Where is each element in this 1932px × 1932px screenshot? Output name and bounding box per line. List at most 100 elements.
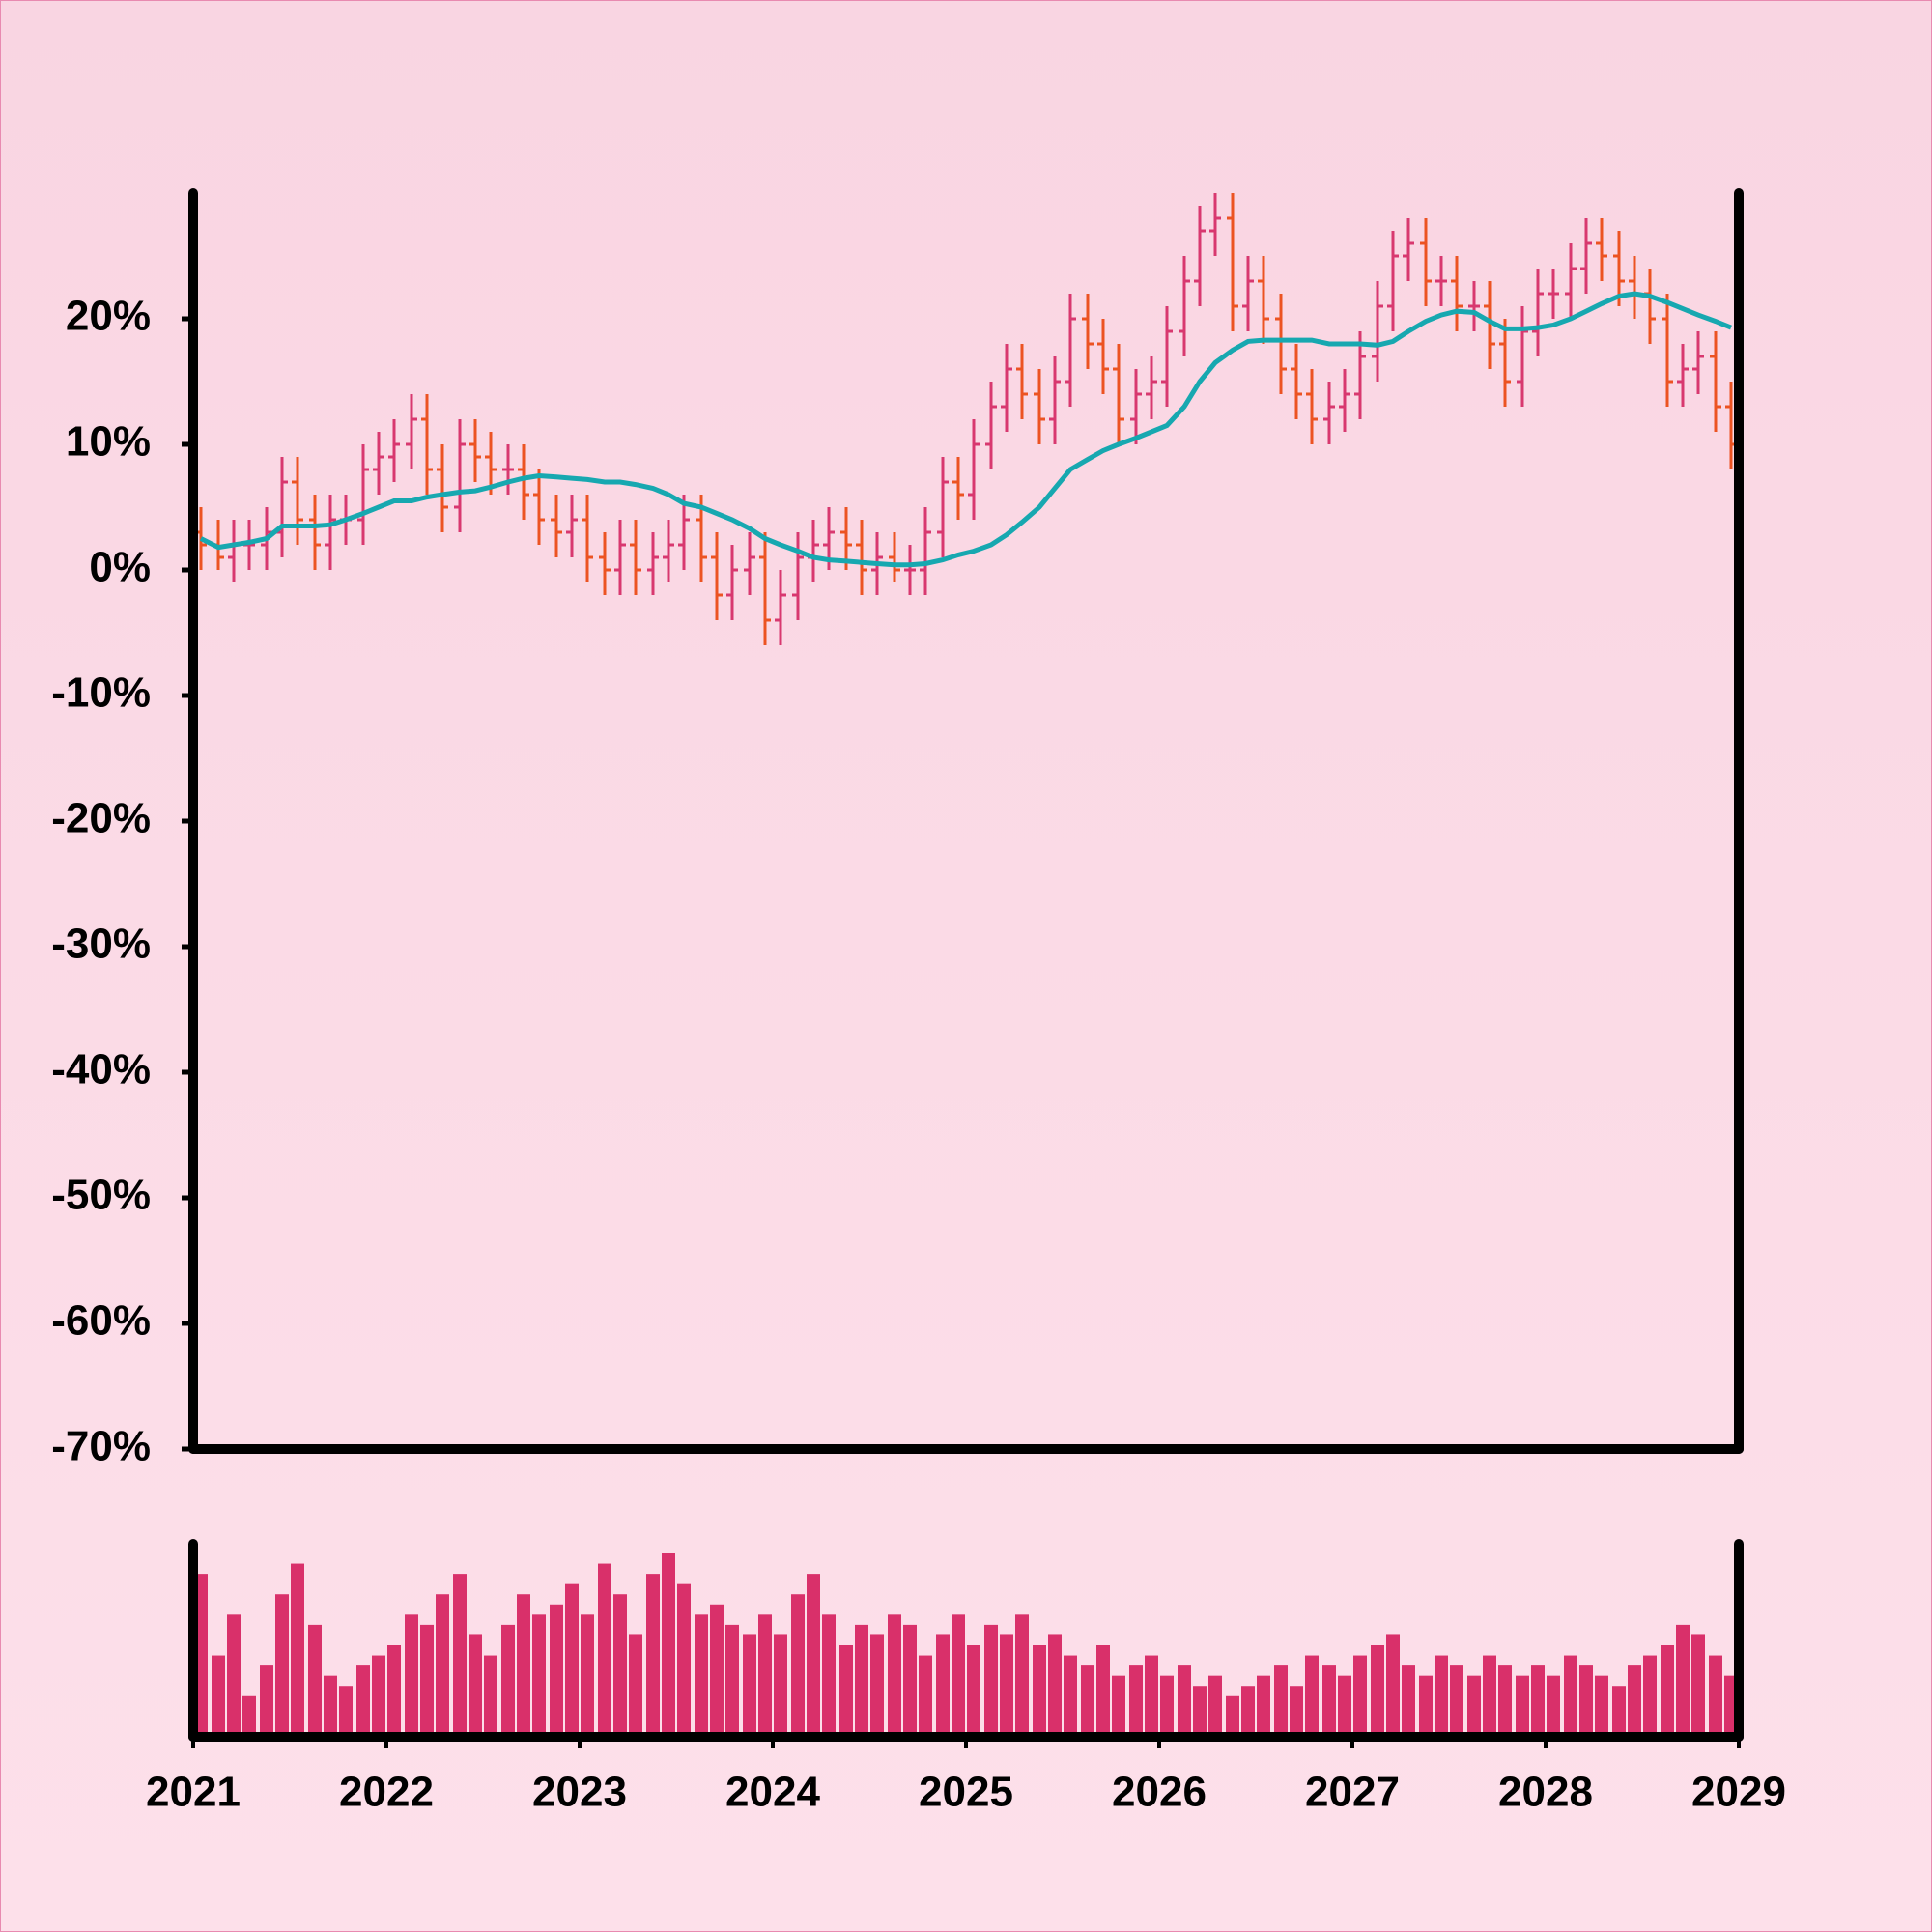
- volume-bar: [517, 1594, 530, 1737]
- volume-bar: [1353, 1655, 1367, 1737]
- volume-bar: [1241, 1686, 1255, 1737]
- volume-bar: [1226, 1695, 1239, 1737]
- volume-bar: [791, 1594, 805, 1737]
- volume-bar: [1274, 1665, 1288, 1737]
- volume-bar: [324, 1675, 337, 1737]
- volume-bar: [839, 1645, 853, 1737]
- volume-bar: [1676, 1624, 1690, 1737]
- volume-bar: [646, 1574, 660, 1737]
- volume-bar: [1290, 1686, 1303, 1737]
- volume-bar: [372, 1655, 385, 1737]
- volume-bar: [1064, 1655, 1077, 1737]
- volume-bar: [405, 1614, 418, 1737]
- y-tick-label: 10%: [66, 418, 151, 466]
- moving-average: [199, 291, 1732, 568]
- volume-bar: [1419, 1675, 1433, 1737]
- volume-bar: [1643, 1655, 1657, 1737]
- x-tick-label: 2028: [1498, 1769, 1593, 1816]
- volume-bar: [936, 1634, 950, 1737]
- volume-bar: [870, 1634, 884, 1737]
- y-tick-label: -40%: [51, 1046, 151, 1094]
- volume-bar: [339, 1686, 353, 1737]
- volume-bar: [758, 1614, 772, 1737]
- y-tick-label: -30%: [51, 921, 151, 968]
- y-tick-label: -20%: [51, 795, 151, 842]
- x-tick-label: 2023: [532, 1769, 627, 1816]
- volume-bar: [888, 1614, 901, 1737]
- x-tick-label: 2026: [1112, 1769, 1207, 1816]
- volume-bar: [598, 1563, 611, 1737]
- volume-bar: [807, 1574, 820, 1737]
- volume-bar: [1435, 1655, 1448, 1737]
- volume-bar: [1208, 1675, 1222, 1737]
- volume-bar: [1498, 1665, 1512, 1737]
- volume-bar: [1531, 1665, 1545, 1737]
- volume-bar: [822, 1614, 836, 1737]
- x-tick-label: 2025: [919, 1769, 1013, 1816]
- volume-bar: [1257, 1675, 1270, 1737]
- volume-bar: [1322, 1665, 1336, 1737]
- x-tick-label: 2021: [146, 1769, 241, 1816]
- volume-bar: [662, 1553, 675, 1737]
- y-tick-label: 20%: [66, 293, 151, 340]
- volume-bar: [1015, 1614, 1029, 1737]
- volume-bar: [275, 1594, 289, 1737]
- x-tick-label: 2024: [725, 1769, 820, 1816]
- volume-bar: [1467, 1675, 1481, 1737]
- volume-bar: [1033, 1645, 1046, 1737]
- volume-bar: [532, 1614, 546, 1737]
- volume-bar: [308, 1624, 322, 1737]
- volume-bar: [1661, 1645, 1674, 1737]
- volume-bar: [1691, 1634, 1705, 1737]
- volume-bar: [1193, 1686, 1207, 1737]
- volume-bar: [1386, 1634, 1400, 1737]
- y-tick-label: -60%: [51, 1297, 151, 1345]
- volume-bar: [1096, 1645, 1110, 1737]
- volume-bar: [1048, 1634, 1062, 1737]
- volume-bar: [581, 1614, 594, 1737]
- volume-bar: [1178, 1665, 1191, 1737]
- volume-bar: [242, 1695, 256, 1737]
- volume-bar: [565, 1583, 579, 1737]
- volume-bar: [1112, 1675, 1125, 1737]
- x-tick-label: 2027: [1305, 1769, 1400, 1816]
- volume-bar: [629, 1634, 642, 1737]
- volume-bar: [677, 1583, 691, 1737]
- volume-bar: [484, 1655, 497, 1737]
- volume-bar: [1402, 1665, 1415, 1737]
- volume-bar: [984, 1624, 998, 1737]
- volume-bar: [710, 1604, 724, 1737]
- volume-bar: [1516, 1675, 1529, 1737]
- y-tick-label: -50%: [51, 1172, 151, 1219]
- volume-bar: [1628, 1665, 1641, 1737]
- volume-bar: [227, 1614, 241, 1737]
- volume-bar: [774, 1634, 787, 1737]
- volume-bar: [436, 1594, 449, 1737]
- x-tick-label: 2022: [339, 1769, 434, 1816]
- volume-bar: [1000, 1634, 1013, 1737]
- volume-bar: [1338, 1675, 1351, 1737]
- volume-bar: [1595, 1675, 1608, 1737]
- volume-bar: [356, 1665, 370, 1737]
- volume-bar: [1160, 1675, 1174, 1737]
- volume-bar: [725, 1624, 739, 1737]
- volume-bar: [387, 1645, 401, 1737]
- volume-bar: [1564, 1655, 1577, 1737]
- volume-bar: [469, 1634, 482, 1737]
- volume-bar: [952, 1614, 965, 1737]
- volume-bar: [501, 1624, 515, 1737]
- volume-bar: [1483, 1655, 1496, 1737]
- volume-bar: [855, 1624, 868, 1737]
- volume-bar: [967, 1645, 980, 1737]
- y-tick-label: 0%: [89, 544, 151, 591]
- volume-bar: [1305, 1655, 1319, 1737]
- volume-bar: [613, 1594, 627, 1737]
- volume-bar: [291, 1563, 304, 1737]
- volume-bar: [743, 1634, 756, 1737]
- volume-bar: [420, 1624, 434, 1737]
- volume-bar: [695, 1614, 708, 1737]
- volume-bar: [1450, 1665, 1463, 1737]
- volume-bar: [550, 1604, 563, 1737]
